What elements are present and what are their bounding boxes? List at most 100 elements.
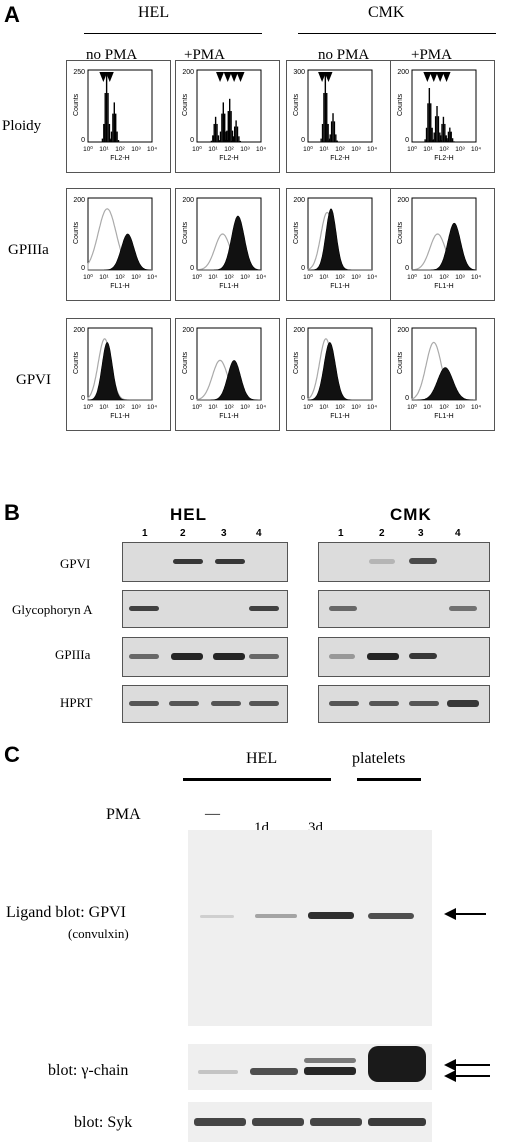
x-tick-label: 10³ (240, 404, 250, 411)
x-tick-label: 10² (224, 404, 234, 411)
ploidy-arrowhead (436, 72, 445, 82)
ploidy-peak-bar (446, 138, 448, 142)
x-tick-label: 10² (115, 274, 125, 281)
y-tick-zero: 0 (81, 265, 85, 272)
ploidy-peak-bar (320, 138, 322, 142)
ploidy-peak-bar (229, 98, 231, 142)
gene-label-gpvi: GPVI (60, 556, 91, 571)
ploidy-peak-bar (436, 106, 438, 142)
x-tick-label: 10³ (455, 274, 465, 281)
gp6-histogram-4: 200 0 Counts 10⁰ 10¹ 10² 10³ 10⁴ FL1-H (390, 318, 495, 431)
x-tick-label: 10¹ (208, 274, 218, 281)
ploidy-peak-bar (444, 123, 446, 142)
ploidy-peak-bar (439, 132, 441, 142)
panel-letter-c: C (4, 742, 20, 767)
y-axis-label: Counts (182, 93, 189, 116)
stained-histogram-fill (87, 342, 152, 401)
ploidy-peak-bar (432, 140, 434, 142)
ploidy-peak-bar (231, 130, 234, 142)
x-axis-label: FL1-H (110, 283, 129, 290)
gp3-histogram-1: 200 0 Counts 10⁰ 10¹ 10² 10³ 10⁴ FL1-H (66, 188, 171, 301)
ploidy-peak-bar (101, 138, 104, 142)
ploidy-arrowhead (429, 72, 438, 82)
ploidy-peak-bar (431, 127, 433, 142)
x-tick-label: 10⁴ (471, 404, 481, 411)
x-tick-label: 10¹ (423, 404, 433, 411)
stained-histogram-fill (307, 342, 372, 401)
ploidy-peak-bar (219, 131, 222, 142)
ploidy-peak-bar (235, 120, 237, 142)
x-tick-label: 10⁴ (256, 146, 266, 153)
ploidy-peak-bar (433, 132, 435, 142)
x-tick-label: 10⁰ (192, 403, 202, 411)
ploidy-peak-bar (333, 121, 336, 142)
x-axis-label: FL2-H (330, 155, 349, 162)
blot-label-gpvi: Ligand blot: GPVI (6, 904, 126, 921)
group-line-hel (84, 33, 262, 34)
y-axis-label: Counts (73, 351, 80, 374)
gp3-histogram-4: 200 0 Counts 10⁰ 10¹ 10² 10³ 10⁴ FL1-H (390, 188, 495, 301)
y-axis-label: Counts (182, 351, 189, 374)
x-tick-label: 10⁴ (367, 274, 377, 281)
x-tick-label: 10⁴ (471, 146, 481, 153)
x-tick-label: 10² (115, 146, 125, 153)
stained-histogram-fill (412, 367, 476, 401)
ploidy-peak-bar (451, 138, 454, 142)
y-tick-max: 200 (293, 197, 305, 204)
ploidy-peak-bar (222, 102, 224, 142)
gel-group-cmk: CMK (390, 505, 432, 524)
blot-label-convulxin: (convulxin) (68, 926, 129, 941)
stained-histogram-fill (197, 215, 262, 271)
panel-letter-b: B (4, 500, 20, 525)
ploidy-arrowhead (324, 72, 333, 82)
ploidy-arrowhead (236, 72, 245, 82)
x-tick-label: 10⁴ (147, 404, 157, 411)
y-tick-max: 200 (182, 327, 194, 334)
ploidy-peak-bar (428, 88, 431, 142)
ploidy-peak-bar (323, 92, 325, 142)
x-tick-label: 10⁴ (256, 404, 266, 411)
y-tick-zero: 0 (81, 137, 85, 144)
col-label-cmk-nopma: no PMA (318, 47, 370, 63)
ploidy-arrowhead (223, 72, 232, 82)
ploidy-peak-bar (234, 126, 236, 142)
ploidy-peak-bar (113, 102, 115, 142)
ploidy-peak-bar (216, 123, 218, 142)
y-tick-zero: 0 (405, 395, 409, 402)
x-tick-label: 10⁴ (147, 146, 157, 153)
lane-hel-2: 2 (180, 528, 186, 539)
x-tick-label: 10² (335, 274, 345, 281)
x-axis-label: FL1-H (330, 413, 349, 420)
ploidy-peak-bar (439, 135, 442, 142)
hel-underline (183, 778, 331, 781)
y-tick-max: 200 (293, 327, 305, 334)
ploidy-peak-bar (214, 116, 217, 142)
x-tick-label: 10² (439, 404, 449, 411)
x-tick-label: 10⁰ (83, 273, 93, 281)
x-axis-label: FL1-H (219, 413, 238, 420)
ploidy-histogram-1: 250 0 Counts 10⁰ 10¹ 10² 10³ 10⁴ FL2-H (66, 60, 171, 173)
x-tick-label: 10³ (131, 274, 141, 281)
ploidy-peak-bar (434, 116, 437, 142)
x-axis-label: FL1-H (330, 283, 349, 290)
gp6-histogram-2: 200 0 Counts 10⁰ 10¹ 10² 10³ 10⁴ FL1-H (175, 318, 280, 431)
stained-histogram-fill (197, 360, 261, 401)
row-label-gpiiia: GPIIIa (8, 242, 49, 258)
blot-group-platelets: platelets (352, 750, 406, 767)
x-axis-label: FL1-H (219, 283, 238, 290)
y-tick-zero: 0 (301, 265, 305, 272)
y-axis-label: Counts (293, 221, 300, 244)
ploidy-arrowhead (230, 72, 239, 82)
col-label-hel-nopma: no PMA (86, 47, 138, 63)
x-axis-label: FL2-H (219, 155, 238, 162)
row-label-ploidy: Ploidy (2, 118, 42, 134)
ploidy-peak-bar (442, 116, 445, 142)
gel-hel-glycophoryn (122, 590, 288, 628)
ploidy-peak-bar (326, 92, 328, 142)
gel-cmk-gpvi (318, 542, 490, 582)
y-tick-zero: 0 (301, 395, 305, 402)
ploidy-peak-bar (447, 131, 450, 142)
gel-group-hel: HEL (170, 505, 207, 524)
y-tick-zero: 0 (190, 265, 194, 272)
x-tick-label: 10³ (131, 404, 141, 411)
